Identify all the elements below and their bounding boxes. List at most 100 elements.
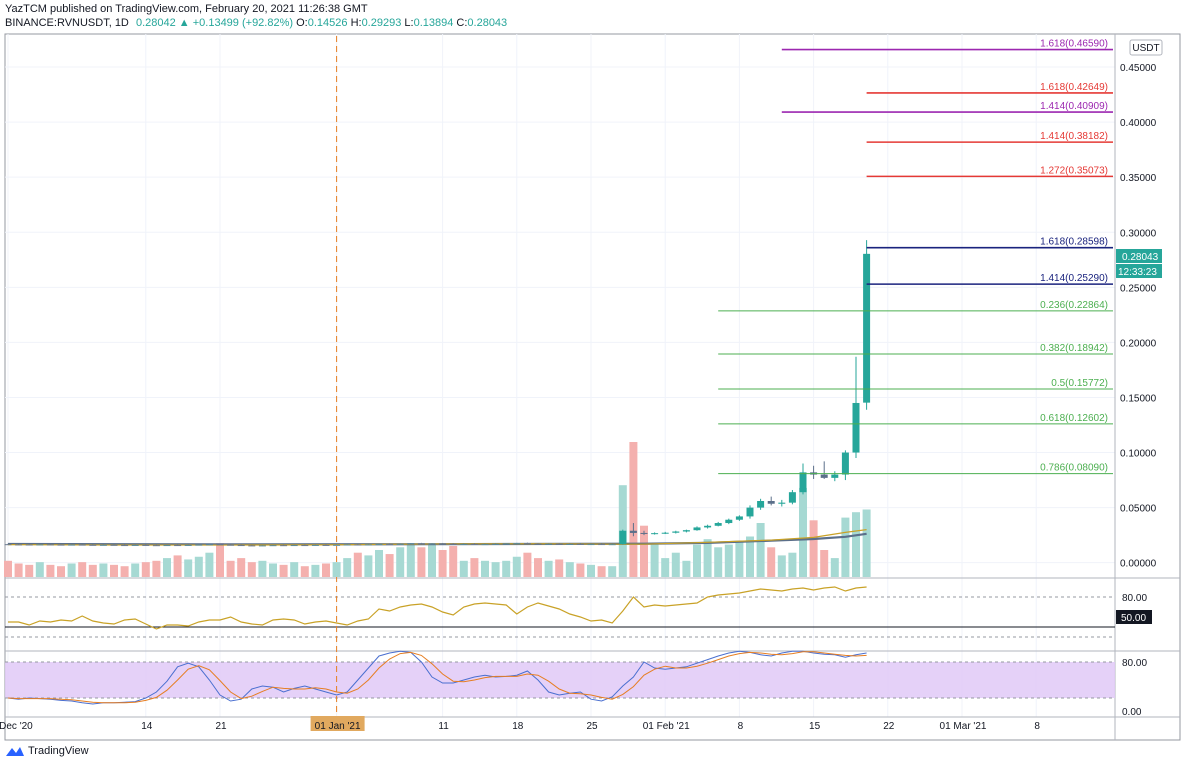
candle-body xyxy=(142,544,150,546)
fib-level-label: 1.414(0.25290) xyxy=(1040,273,1108,284)
countdown-tag: 12:33:23 xyxy=(1118,267,1157,278)
volume-bar xyxy=(343,558,352,577)
candles[interactable] xyxy=(4,240,871,547)
volume-bar xyxy=(841,517,850,577)
volume-bar xyxy=(746,536,754,577)
volume-bar xyxy=(449,545,458,577)
volume-bar xyxy=(173,555,182,577)
candle-body xyxy=(396,543,404,545)
candle-body xyxy=(375,544,383,546)
fib-levels[interactable]: 1.618(0.46590) 1.618(0.42649) 1.414(0.4090… xyxy=(718,39,1113,475)
time-tick-label: 15 xyxy=(809,721,821,732)
candle-body xyxy=(89,544,97,546)
volume-bar xyxy=(799,487,807,577)
volume-bar xyxy=(184,559,193,577)
candle-body xyxy=(205,544,213,546)
price-axis[interactable]: 0.45000 0.40000 0.35000 0.30000 0.25000 0.200… xyxy=(1120,63,1157,718)
candle-body xyxy=(598,544,606,546)
rsi-line xyxy=(8,586,867,630)
candle-body xyxy=(99,544,107,546)
price-tick-label: 0.15000 xyxy=(1120,393,1157,404)
currency-badge-box xyxy=(1129,39,1163,56)
volume-bar xyxy=(661,558,670,577)
volume-bar xyxy=(35,562,44,577)
candle-body xyxy=(757,501,765,508)
candle-body xyxy=(174,545,182,547)
volume-bar xyxy=(25,564,34,577)
time-axis[interactable]: 01 Dec '20 14 21 01 Jan '21 11 18 25 01 Feb '21… xyxy=(0,716,1040,732)
fib-level-label: 0.618(0.12602) xyxy=(1040,413,1108,424)
time-tick-label: 18 xyxy=(512,721,524,732)
stoch-rsi-pane xyxy=(7,650,867,705)
price-tick-label: 0.45000 xyxy=(1120,63,1157,74)
candle-body xyxy=(269,545,277,547)
volume-bar xyxy=(152,560,161,577)
volume-bar xyxy=(131,563,140,577)
rsi-pane xyxy=(8,586,867,630)
stoch-k-line xyxy=(7,650,867,705)
fib-level-label: 0.786(0.08090) xyxy=(1040,463,1108,474)
volume-bar xyxy=(4,560,12,577)
candle-body xyxy=(725,519,733,524)
volume-bars xyxy=(4,442,871,577)
price-tick-label: 0.10000 xyxy=(1120,449,1157,460)
stoch-d-line xyxy=(7,651,867,704)
volume-bar xyxy=(300,566,309,577)
candle-body xyxy=(4,544,12,546)
fib-level-label: 1.414(0.40909) xyxy=(1040,101,1108,112)
tradingview-brand: TradingView xyxy=(28,745,89,757)
volume-bar xyxy=(650,543,659,577)
candle-body xyxy=(672,531,680,533)
candle-body xyxy=(608,544,616,546)
rsi-tick-label: 80.00 xyxy=(1122,593,1147,604)
candle-body xyxy=(15,544,23,546)
candle-body xyxy=(333,544,341,546)
candle-body xyxy=(460,543,468,545)
volume-bar xyxy=(385,554,394,577)
price-tick-label: 0.25000 xyxy=(1120,283,1157,294)
countdown-tag-box xyxy=(1116,264,1162,278)
volume-bar xyxy=(682,560,691,577)
candle-body xyxy=(799,472,807,493)
stoch-tick-label: 80.00 xyxy=(1122,658,1147,669)
volume-bar xyxy=(205,552,214,577)
volume-bar xyxy=(820,550,829,577)
candle-body xyxy=(237,545,245,547)
volume-bar xyxy=(862,509,871,577)
candle-body xyxy=(227,544,235,546)
fib-level-label: 0.5(0.15772) xyxy=(1051,378,1108,389)
volume-bar xyxy=(141,562,150,577)
volume-bar xyxy=(247,562,256,577)
chart-frame xyxy=(4,33,1181,741)
moving-averages xyxy=(7,529,867,546)
volume-bar xyxy=(735,541,744,577)
volume-bar xyxy=(438,550,447,577)
symbol-label[interactable]: BINANCE:RVNUSDT, 1D xyxy=(5,17,129,29)
time-tick-label: 21 xyxy=(215,721,227,732)
price-tick-label: 0.35000 xyxy=(1120,173,1157,184)
candle-body xyxy=(863,253,871,403)
volume-bar xyxy=(110,564,118,577)
volume-bar xyxy=(353,552,362,577)
volume-bar xyxy=(194,556,203,577)
volume-bar xyxy=(163,558,171,577)
volume-bar xyxy=(290,562,299,577)
candle-body xyxy=(121,545,129,547)
volume-bar xyxy=(14,563,23,577)
candle-body xyxy=(778,502,786,504)
volume-bar xyxy=(640,525,648,577)
stoch-tick-label: 0.00 xyxy=(1122,707,1142,718)
price-tick-label: 0.05000 xyxy=(1120,504,1157,515)
fib-level-label: 0.382(0.18942) xyxy=(1040,343,1108,354)
candle-body xyxy=(640,532,648,534)
volume-bar xyxy=(470,558,479,577)
fib-level-label: 1.618(0.42649) xyxy=(1040,82,1108,93)
candle-body xyxy=(110,544,118,546)
tradingview-logo[interactable]: TradingView xyxy=(6,745,89,757)
volume-bar xyxy=(216,543,224,577)
volume-bar xyxy=(491,562,500,577)
volume-bar xyxy=(714,547,723,577)
time-tick-label: 8 xyxy=(738,721,744,732)
fib-level-label: 0.236(0.22864) xyxy=(1040,300,1108,311)
